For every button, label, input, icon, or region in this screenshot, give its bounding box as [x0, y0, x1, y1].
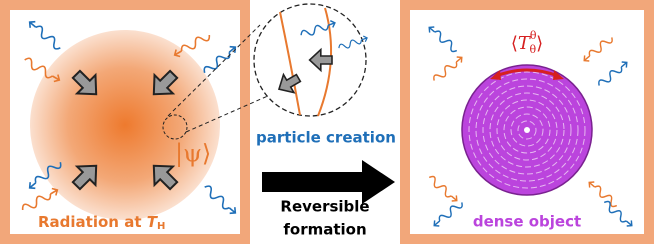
page: {"left_panel": {"state_label": "|ψ⟩", "c… — [0, 0, 654, 244]
diagram: |ψ⟩ Radiation at TH particle creation Re… — [0, 0, 654, 244]
caption: Radiation at TH — [38, 213, 165, 233]
transition-label: formation — [283, 221, 366, 239]
state-label: |ψ⟩ — [175, 140, 211, 169]
zoom-label: particle creation — [256, 129, 396, 147]
object-center — [524, 127, 530, 133]
object-caption: dense object — [473, 213, 581, 231]
transition-label: Reversible — [280, 198, 369, 216]
radiation-cloud — [30, 30, 220, 220]
